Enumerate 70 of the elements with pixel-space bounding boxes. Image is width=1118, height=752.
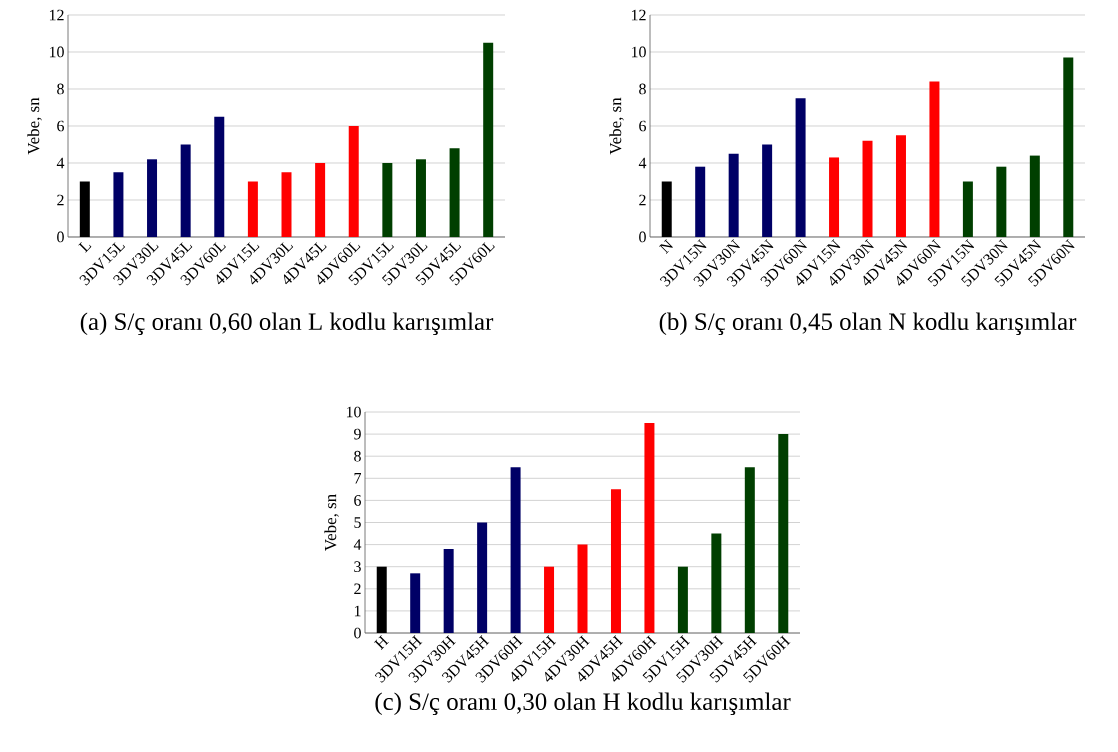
bar (113, 172, 124, 237)
y-tick-label: 1 (354, 605, 361, 617)
text: (b) S/ç oranı 0,45 olan N kodlu karışımlar (659, 312, 1077, 336)
bar (281, 172, 292, 237)
bar (483, 42, 494, 237)
y-tick-label: 2 (57, 194, 64, 206)
bar (929, 81, 940, 237)
bar (180, 144, 191, 237)
y-tick-label: 4 (56, 157, 65, 169)
y-tick-label: 10 (346, 406, 361, 418)
bar (410, 573, 421, 633)
bar (661, 181, 672, 237)
bar (147, 159, 158, 237)
y-axis-title: Vebe, sn (609, 97, 624, 155)
y-tick-label: 0 (639, 231, 646, 243)
bar (895, 135, 906, 237)
y-tick-label: 3 (354, 561, 361, 573)
bar (677, 566, 688, 633)
bar (744, 467, 755, 633)
y-tick-label: 6 (57, 120, 65, 132)
bar (348, 125, 359, 237)
bar (711, 533, 722, 633)
bar (862, 140, 873, 237)
bar (510, 467, 521, 633)
bar (829, 157, 840, 237)
y-tick-label: 9 (354, 428, 361, 440)
y-tick-label: 7 (354, 473, 362, 484)
bar (996, 166, 1007, 237)
y-tick-label: 8 (354, 450, 361, 462)
bar (247, 181, 258, 237)
y-tick-label: 8 (639, 83, 646, 95)
bar (644, 423, 655, 633)
text: (a) S/ç oranı 0,60 olan L kodlu karışımlar (80, 312, 494, 336)
y-axis-title: Vebe, sn (324, 494, 339, 551)
bar (728, 153, 739, 237)
bar (382, 163, 393, 237)
bar (415, 159, 426, 237)
y-tick-label: 4 (638, 157, 647, 169)
text: (c) S/ç oranı 0,30 olan H kodlu karışımlar (375, 692, 791, 716)
bar (577, 544, 588, 633)
bar (443, 549, 454, 633)
y-tick-label: 12 (49, 9, 64, 21)
y-tick-label: 2 (639, 194, 646, 206)
bar (214, 116, 225, 237)
bar (762, 144, 773, 237)
bar (315, 163, 326, 237)
bar (962, 181, 973, 237)
y-tick-label: 8 (57, 83, 64, 95)
bar (610, 489, 621, 633)
y-tick-label: 6 (354, 495, 362, 506)
y-tick-label: 5 (354, 517, 361, 528)
bar (778, 434, 789, 633)
y-tick-label: 10 (631, 46, 646, 58)
y-tick-label: 10 (49, 46, 64, 58)
y-axis-title: Vebe, sn (27, 97, 42, 155)
y-tick-label: 6 (639, 120, 647, 132)
y-tick-label: 2 (354, 583, 361, 595)
bar (79, 181, 90, 237)
bar (449, 148, 460, 237)
y-tick-label: 12 (631, 9, 646, 21)
bar (795, 98, 806, 237)
bar (1029, 155, 1040, 237)
y-tick-label: 0 (57, 231, 64, 243)
bar (544, 566, 555, 633)
y-tick-label: 4 (353, 539, 362, 550)
bar (695, 166, 706, 237)
y-tick-label: 0 (354, 627, 361, 639)
bar (376, 566, 387, 633)
bar (1063, 57, 1074, 237)
bar (477, 522, 488, 633)
